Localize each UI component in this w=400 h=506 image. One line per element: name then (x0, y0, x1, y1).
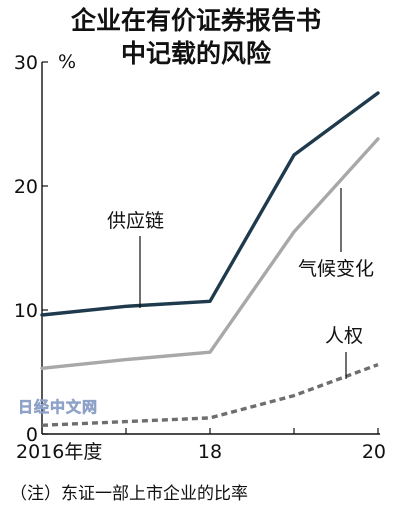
climate-change-line (40, 137, 380, 370)
supply-chain-line (40, 91, 380, 317)
y-tick-label: 30 (14, 52, 38, 74)
y-tick-label: 0 (26, 424, 38, 446)
series-label: 人权 (325, 325, 363, 347)
y-axis-unit-label: % (58, 51, 76, 73)
y-tick-label: 10 (14, 300, 38, 322)
x-axis: 2016年度 18 20 (16, 428, 386, 463)
human-rights-line (41, 363, 379, 427)
x-tick-label: 20 (362, 441, 386, 463)
chart-title-line-2: 中记载的风险 (121, 39, 272, 68)
x-tick-label: 18 (198, 441, 222, 463)
chart-footnote: （注）东证一部上市企业的比率 (10, 484, 248, 504)
y-axis: 0 10 20 30 (14, 52, 48, 446)
y-tick-label: 20 (14, 176, 38, 198)
watermark-text: 日经中文网 (18, 398, 98, 416)
series-label: 供应链 (107, 210, 164, 232)
series-label: 气候变化 (298, 258, 374, 280)
series-lines (40, 91, 380, 427)
x-tick-label: 2016年度 (16, 441, 102, 463)
chart-title-line-1: 企业在有价证券报告书 (71, 6, 321, 35)
